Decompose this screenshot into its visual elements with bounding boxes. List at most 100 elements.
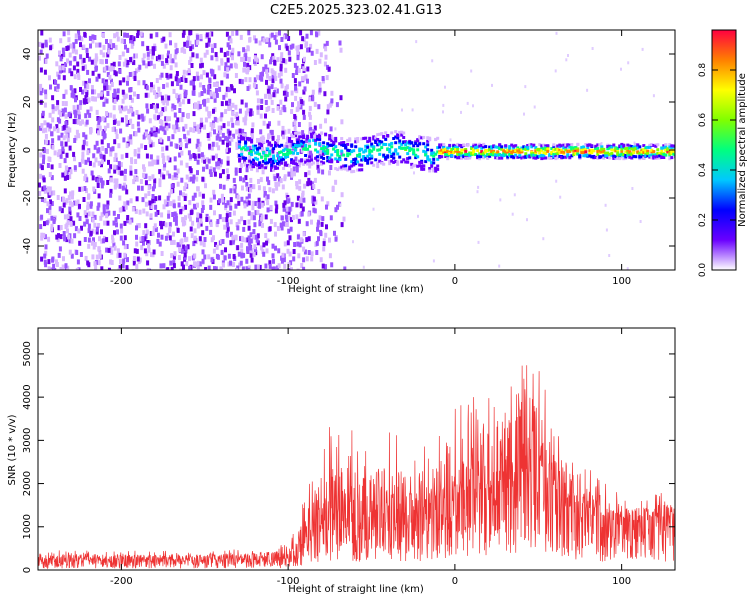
- heatmap-cell: [195, 143, 199, 149]
- heatmap-cell: [197, 153, 201, 159]
- heatmap-cell: [77, 72, 80, 78]
- heatmap-cell: [136, 94, 140, 99]
- heatmap-cell: [386, 147, 390, 151]
- heatmap-cell: [106, 123, 110, 129]
- heatmap-cell: [38, 191, 42, 196]
- heatmap-cell: [498, 156, 502, 160]
- heatmap-cell: [191, 178, 195, 184]
- heatmap-cell: [252, 184, 256, 190]
- heatmap-cell: [310, 153, 313, 159]
- heatmap-cell: [616, 148, 620, 152]
- heatmap-cell: [199, 57, 203, 63]
- heatmap-cell: [304, 143, 308, 147]
- heatmap-cell: [162, 165, 166, 171]
- heatmap-cell: [273, 59, 277, 65]
- heatmap-cell: [245, 201, 249, 207]
- heatmap-cell: [197, 147, 201, 152]
- heatmap-cell: [137, 114, 141, 120]
- heatmap-cell: [173, 105, 177, 110]
- heatmap-cell: [380, 161, 384, 165]
- heatmap-cell: [90, 85, 94, 90]
- heatmap-cell: [113, 178, 117, 184]
- heatmap-cell: [129, 38, 132, 44]
- heatmap-cell: [242, 137, 246, 141]
- heatmap-cell: [180, 150, 184, 156]
- heatmap-cell: [113, 99, 117, 104]
- heatmap-cell: [270, 143, 274, 147]
- colorbar-ticks: 0.00.20.40.60.8: [698, 63, 736, 277]
- heatmap-cell: [40, 214, 44, 220]
- heatmap-cell: [382, 142, 386, 146]
- heatmap-cell: [105, 98, 109, 104]
- heatmap-cell: [288, 148, 292, 152]
- heatmap-cell: [668, 157, 672, 161]
- heatmap-cell: [259, 113, 263, 119]
- heatmap-cell: [562, 155, 566, 159]
- heatmap-cell: [270, 84, 274, 90]
- heatmap-cell: [121, 263, 125, 269]
- heatmap-cell: [136, 121, 140, 127]
- heatmap-cell: [300, 158, 304, 162]
- heatmap-cell: [151, 174, 155, 180]
- heatmap-cell: [226, 50, 230, 56]
- heatmap-cell: [334, 145, 338, 149]
- heatmap-cell: [168, 222, 172, 228]
- heatmap-cell: [368, 150, 372, 154]
- heatmap-cell: [596, 156, 600, 160]
- heatmap-cell: [282, 167, 286, 170]
- heatmap-frame: [37, 29, 676, 271]
- heatmap-cell: [400, 142, 404, 146]
- heatmap-cell: [526, 218, 528, 222]
- heatmap-cell: [606, 151, 610, 155]
- line-ytick-label: 2000: [22, 471, 33, 496]
- heatmap-cell: [160, 234, 164, 240]
- line-xtick-label: -100: [277, 576, 300, 587]
- heatmap-cell: [339, 95, 343, 101]
- heatmap-cell: [285, 91, 289, 97]
- heatmap-cell: [48, 126, 51, 132]
- heatmap-cell: [522, 145, 526, 149]
- heatmap-cell: [568, 145, 572, 149]
- heatmap-cell: [520, 148, 524, 152]
- heatmap-cell: [207, 254, 211, 260]
- heatmap-cell: [202, 154, 206, 160]
- heatmap-cell: [283, 129, 287, 135]
- heatmap-cell: [247, 219, 251, 225]
- colorbar-label: Normalized spectral amplitude: [737, 73, 748, 227]
- heatmap-cell: [313, 208, 317, 214]
- heatmap-cell: [229, 240, 233, 246]
- heatmap-cell: [398, 141, 402, 145]
- heatmap-cell: [315, 32, 319, 38]
- heatmap-cell: [316, 159, 320, 163]
- heatmap-cell: [164, 97, 168, 103]
- heatmap-cell: [322, 161, 326, 165]
- heatmap-cell: [241, 237, 245, 243]
- heatmap-cell: [284, 147, 288, 151]
- heatmap-cell: [242, 226, 246, 232]
- heatmap-cell: [244, 133, 248, 137]
- heatmap-cell: [354, 159, 358, 163]
- heatmap-cell: [434, 138, 438, 142]
- heatmap-cell: [187, 213, 191, 219]
- heatmap-cell: [302, 231, 306, 237]
- heatmap-cell: [368, 136, 372, 140]
- heatmap-cell: [321, 76, 325, 81]
- heatmap-cell: [362, 136, 366, 140]
- heatmap-cell: [536, 148, 540, 151]
- heatmap-cell: [170, 266, 174, 270]
- heatmap-cell: [364, 144, 368, 148]
- heatmap-cell: [440, 155, 444, 159]
- heatmap-cell: [307, 177, 311, 183]
- heatmap-cell: [239, 34, 243, 40]
- heatmap-cell: [56, 71, 60, 77]
- heatmap-cell: [269, 205, 273, 211]
- heatmap-cell: [442, 103, 445, 107]
- heatmap-cell: [564, 143, 568, 147]
- heatmap-cell: [174, 216, 178, 221]
- heatmap-cell: [177, 98, 181, 104]
- heatmap-cell: [300, 99, 304, 105]
- heatmap-cell: [317, 155, 320, 161]
- heatmap-cell: [287, 228, 291, 234]
- heatmap-cell: [144, 223, 148, 229]
- heatmap-cell: [285, 217, 289, 223]
